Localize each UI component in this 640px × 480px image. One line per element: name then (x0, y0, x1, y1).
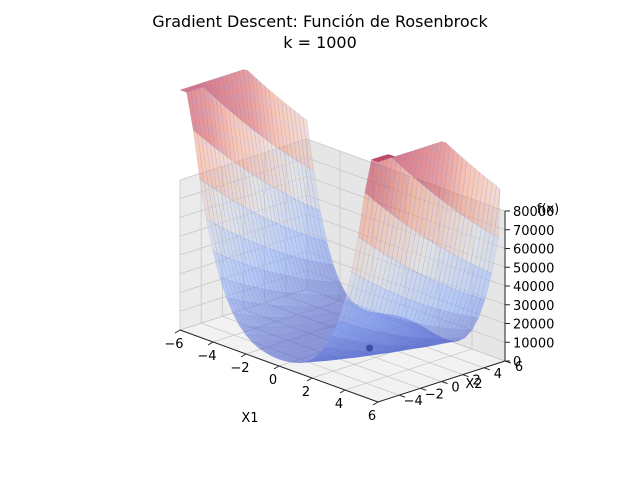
y-tick-label: −2 (425, 387, 444, 402)
x-tick-label: 6 (368, 409, 376, 424)
x-tick-label: 4 (335, 397, 343, 412)
surface-patch (383, 154, 396, 159)
x-tick (174, 329, 181, 334)
surface-patch (375, 156, 388, 161)
z-tick-label: 30000 (513, 299, 554, 314)
y-axis-label: X2 (465, 377, 482, 392)
z-tick-label: 10000 (513, 336, 554, 351)
surface-patch (455, 157, 468, 214)
y-tick-label: 0 (451, 381, 459, 396)
current-point-marker (366, 344, 374, 352)
chart-subtitle: k = 1000 (283, 33, 357, 52)
x-tick-label: −4 (197, 349, 216, 364)
y-tick (420, 387, 427, 391)
surface-patch (485, 182, 497, 234)
z-tick-label: 60000 (513, 243, 554, 258)
z-tick-label: 0 (513, 355, 521, 370)
y-tick-label: 6 (515, 360, 523, 375)
x-tick (372, 401, 379, 406)
y-tick-label: 4 (494, 367, 502, 382)
z-tick-label: 70000 (513, 224, 554, 239)
x-tick (339, 389, 346, 394)
z-tick-label: 20000 (513, 318, 554, 333)
y-tick (483, 367, 490, 371)
x-tick (240, 353, 247, 358)
y-tick-label: 2 (473, 374, 481, 389)
surface-plot (179, 69, 501, 364)
x-tick (207, 341, 214, 346)
surface-patch (451, 153, 463, 211)
x-tick (306, 377, 313, 382)
z-axis-label: f(x) (537, 202, 559, 217)
surface-patch (370, 158, 383, 163)
y-tick (399, 394, 406, 398)
z-tick-label: 80000 (513, 205, 554, 220)
x-axis-label: X1 (241, 411, 258, 426)
x-tick-label: −6 (164, 337, 183, 352)
surface-patch (421, 143, 434, 189)
y-tick (441, 381, 448, 384)
y-tick (462, 374, 469, 378)
z-tick-label: 40000 (513, 280, 554, 295)
surface-patch (379, 155, 392, 160)
axis-lines (174, 210, 512, 406)
x-tick-label: −2 (230, 361, 249, 376)
chart-title: Gradient Descent: Función de Rosenbrock (152, 12, 488, 31)
x-tick-label: 2 (302, 385, 310, 400)
z-tick-label: 50000 (513, 261, 554, 276)
x-tick (273, 365, 280, 370)
x-tick-label: 0 (269, 373, 277, 388)
y-tick-label: −4 (404, 394, 423, 409)
